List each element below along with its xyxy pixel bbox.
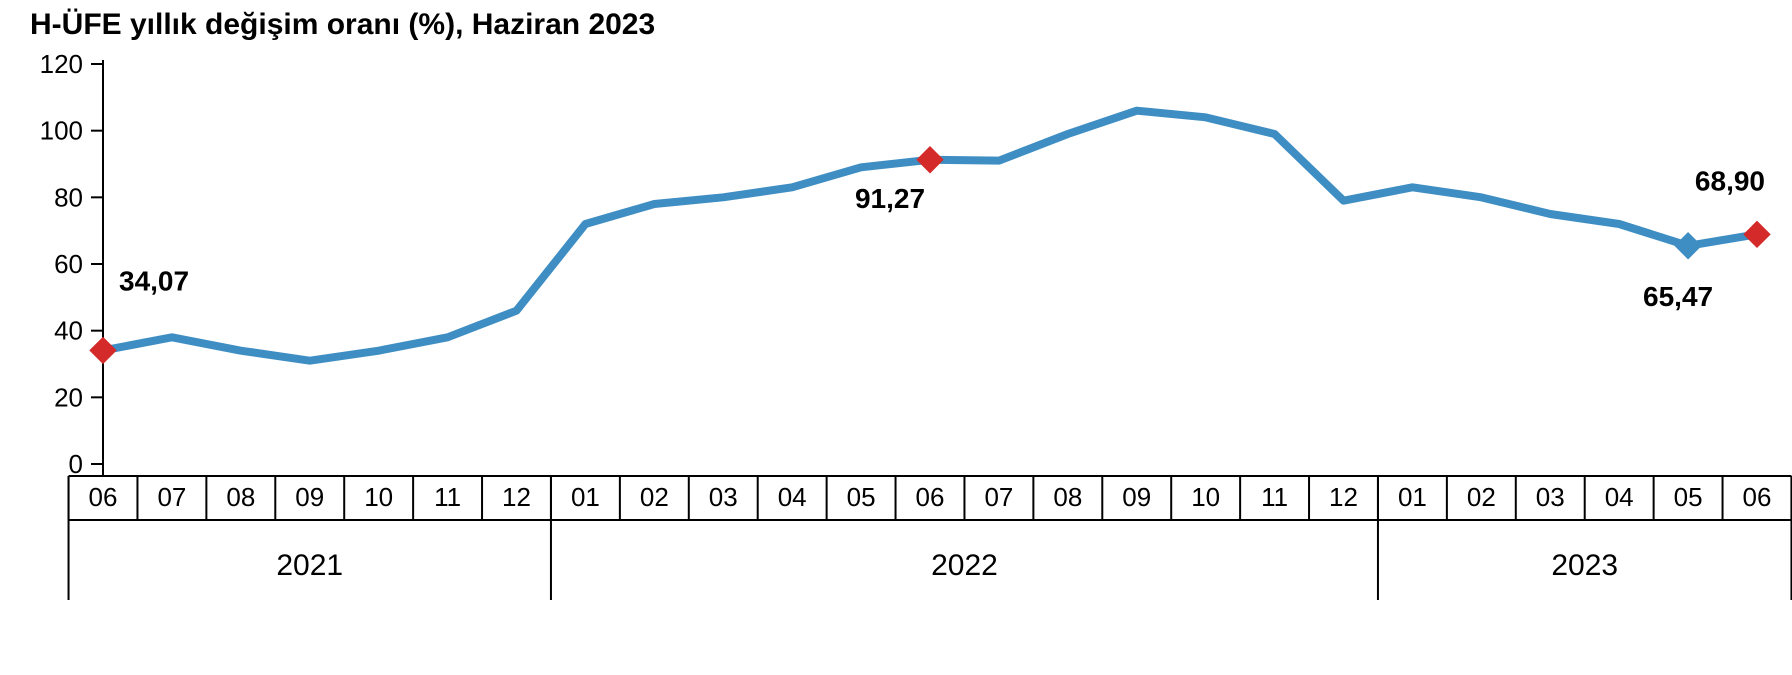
x-tick-label: 06 <box>1743 482 1772 512</box>
x-tick-label: 12 <box>1329 482 1358 512</box>
x-tick-label: 04 <box>1605 482 1634 512</box>
x-tick-label: 02 <box>1467 482 1496 512</box>
x-tick-label: 07 <box>157 482 186 512</box>
data-label: 65,47 <box>1643 281 1713 312</box>
data-marker <box>90 337 116 363</box>
data-label: 68,90 <box>1695 165 1765 196</box>
x-tick-label: 11 <box>1261 482 1288 512</box>
x-tick-label: 10 <box>364 482 393 512</box>
y-tick-label: 40 <box>54 316 83 346</box>
y-tick-label: 80 <box>54 182 83 212</box>
data-marker <box>1675 233 1701 259</box>
x-tick-label: 08 <box>1053 482 1082 512</box>
y-tick-label: 60 <box>54 249 83 279</box>
chart-container: H-ÜFE yıllık değişim oranı (%), Haziran … <box>0 0 1792 675</box>
x-tick-label: 01 <box>571 482 600 512</box>
x-tick-label: 05 <box>847 482 876 512</box>
x-tick-label: 04 <box>778 482 807 512</box>
x-tick-label: 12 <box>502 482 531 512</box>
x-tick-label: 09 <box>1122 482 1151 512</box>
y-tick-label: 0 <box>69 449 83 479</box>
data-label: 34,07 <box>119 265 189 296</box>
x-tick-label: 06 <box>916 482 945 512</box>
x-tick-label: 03 <box>1536 482 1565 512</box>
x-tick-label: 03 <box>709 482 738 512</box>
data-marker <box>1744 221 1770 247</box>
x-tick-label: 01 <box>1398 482 1427 512</box>
year-label: 2022 <box>931 549 998 582</box>
chart-svg: 0204060801001200607080910111201020304050… <box>0 0 1792 675</box>
x-tick-label: 10 <box>1191 482 1220 512</box>
data-label: 91,27 <box>855 183 925 214</box>
x-tick-label: 08 <box>226 482 255 512</box>
x-tick-label: 11 <box>434 482 461 512</box>
data-marker <box>917 147 943 173</box>
x-tick-label: 05 <box>1674 482 1703 512</box>
y-tick-label: 20 <box>54 382 83 412</box>
x-tick-label: 02 <box>640 482 669 512</box>
x-tick-label: 07 <box>984 482 1013 512</box>
chart-title: H-ÜFE yıllık değişim oranı (%), Haziran … <box>30 8 655 42</box>
y-tick-label: 100 <box>40 116 83 146</box>
y-tick-label: 120 <box>40 49 83 79</box>
year-label: 2021 <box>276 549 343 582</box>
year-label: 2023 <box>1551 549 1618 582</box>
x-tick-label: 09 <box>295 482 324 512</box>
x-tick-label: 06 <box>89 482 118 512</box>
